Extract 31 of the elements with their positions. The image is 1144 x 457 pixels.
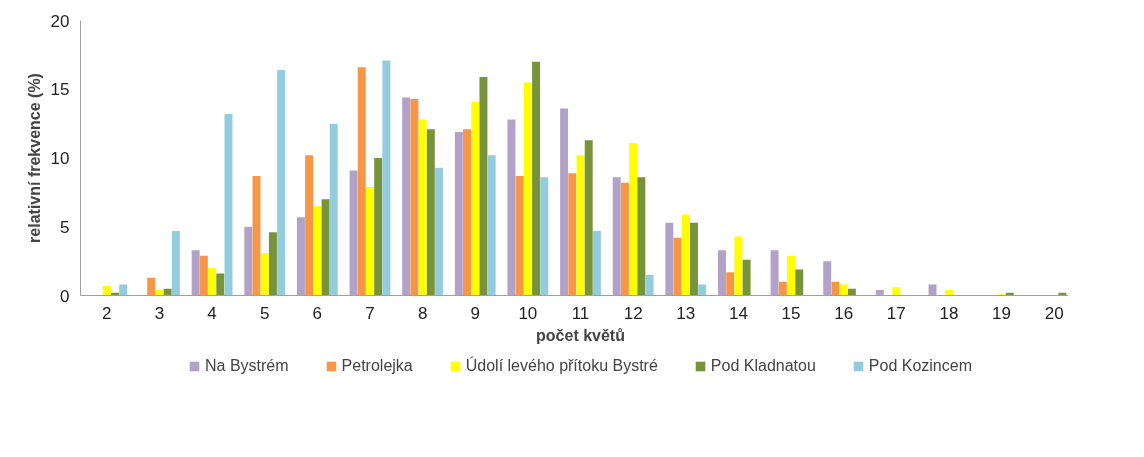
- x-tick-label: 10: [518, 303, 538, 323]
- legend-label: Údolí levého přítoku Bystré: [465, 357, 658, 375]
- x-tick-label: 16: [834, 303, 854, 323]
- legend-label: Pod Kladnatou: [710, 357, 816, 375]
- x-tick-label: 5: [259, 303, 270, 323]
- x-tick-label: 4: [207, 303, 217, 323]
- x-tick-label: 12: [623, 303, 643, 323]
- y-tick-label: 10: [50, 149, 70, 168]
- x-tick-label: 14: [728, 303, 748, 323]
- x-tick-label: 3: [154, 303, 165, 323]
- x-tick-label: 19: [992, 303, 1012, 323]
- x-tick-label: 7: [365, 303, 375, 323]
- y-tick-label: 5: [60, 217, 70, 237]
- x-tick-label: 8: [417, 303, 428, 323]
- y-tick-label: 20: [50, 11, 70, 31]
- x-tick-label: 2: [102, 303, 112, 323]
- legend-label: Na Bystrém: [205, 357, 289, 375]
- y-axis-title: relativní frekvence (%): [25, 73, 43, 243]
- x-tick-label: 20: [1044, 303, 1064, 323]
- x-tick-label: 11: [571, 303, 590, 323]
- x-tick-label: 6: [312, 303, 323, 323]
- x-tick-label: 15: [781, 303, 801, 323]
- x-tick-label: 9: [470, 303, 480, 323]
- y-tick-label: 0: [60, 286, 70, 306]
- y-tick-label: 15: [50, 80, 70, 100]
- legend-label: Pod Kozincem: [868, 357, 972, 375]
- legend-label: Petrolejka: [341, 357, 413, 375]
- x-tick-label: 18: [939, 303, 959, 323]
- x-axis-title: počet květů: [536, 326, 625, 344]
- x-tick-label: 13: [676, 303, 696, 323]
- x-tick-label: 17: [886, 303, 906, 323]
